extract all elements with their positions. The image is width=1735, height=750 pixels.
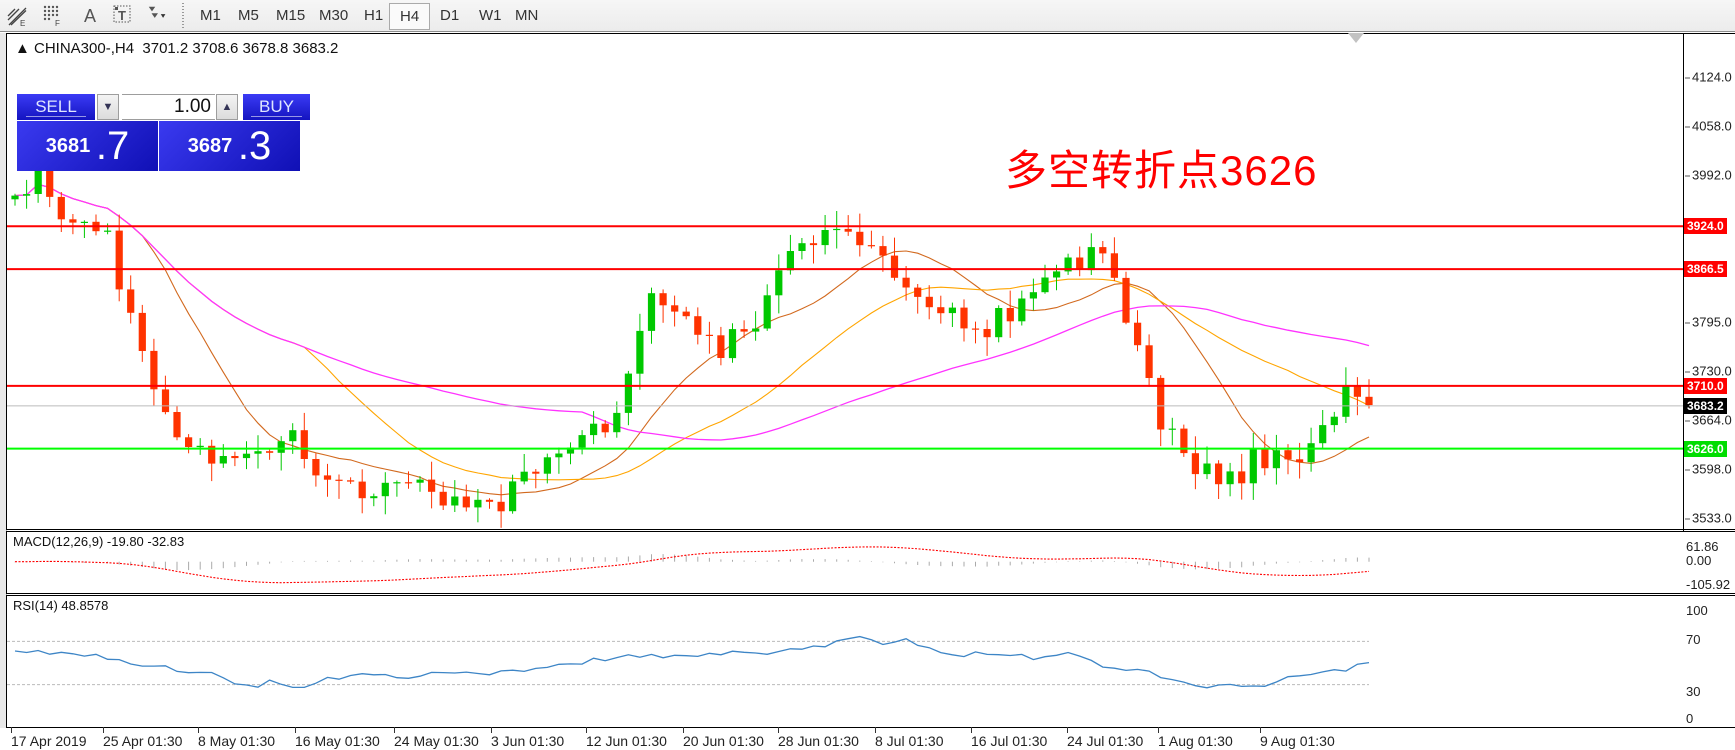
svg-text:E: E xyxy=(20,19,25,27)
svg-text:F: F xyxy=(55,19,60,27)
svg-text:T: T xyxy=(118,8,126,23)
